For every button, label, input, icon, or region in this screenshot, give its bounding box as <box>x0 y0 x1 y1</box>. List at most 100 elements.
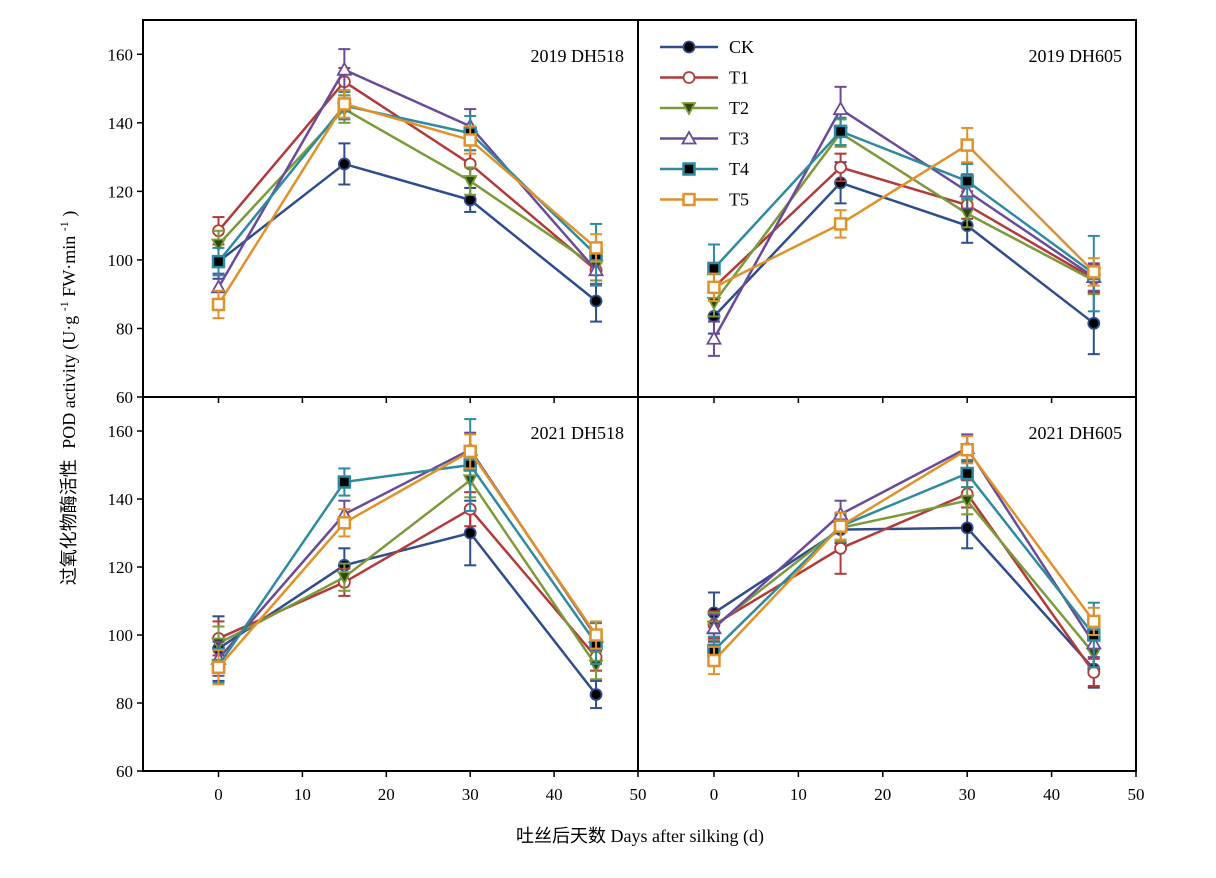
legend: CK T1 T2 T3 T4 T5 <box>660 37 754 210</box>
legend-label: T3 <box>729 129 749 149</box>
series-t1 <box>707 152 1101 303</box>
legend-label: T5 <box>729 190 749 210</box>
series-t1 <box>707 479 1101 687</box>
x-tick-label: 10 <box>790 785 807 804</box>
series-line <box>713 499 1095 655</box>
x-tick-label: 20 <box>874 785 891 804</box>
series-t3 <box>705 85 1102 357</box>
data-point <box>589 628 603 642</box>
y-tick-label: 120 <box>108 182 134 201</box>
series-t5 <box>707 435 1101 676</box>
legend-item-ck: CK <box>660 37 754 57</box>
data-point <box>337 475 352 489</box>
data-point <box>463 526 477 540</box>
series-t5 <box>707 126 1101 303</box>
panel-title: 2021 DH605 <box>1029 423 1123 443</box>
panel-2019-dh605: 2019 DH605 <box>705 46 1137 403</box>
x-tick-label: 0 <box>710 785 719 804</box>
y-axis-label-en: POD activity (U·g <box>59 316 80 449</box>
series-line <box>217 80 597 272</box>
data-point <box>1087 666 1101 679</box>
data-point <box>337 157 351 171</box>
series-line <box>713 448 1095 662</box>
data-point <box>1087 614 1101 629</box>
legend-item-t4: T4 <box>660 159 749 179</box>
y-axis-label-sup2: -1 <box>57 221 71 231</box>
data-point <box>834 541 847 555</box>
series-line <box>713 129 1095 275</box>
series-ck <box>212 499 603 710</box>
data-point <box>211 297 226 312</box>
legend-label: T2 <box>729 98 749 118</box>
data-point <box>589 294 603 308</box>
panel-2019-dh518: 60 80 100 120 140 160 2019 DH518 <box>108 45 639 407</box>
series-line <box>217 102 597 306</box>
data-point <box>833 217 848 231</box>
x-axis-label: 吐丝后天数 Days after silking (d) <box>516 826 764 847</box>
series-t1 <box>212 491 603 672</box>
series-line <box>713 446 1095 645</box>
data-point <box>707 261 721 276</box>
series-line <box>217 478 598 667</box>
y-tick-label: 140 <box>108 114 134 133</box>
data-point <box>959 494 975 509</box>
data-point <box>833 124 848 139</box>
y-tick-label: 120 <box>108 558 134 577</box>
x-tick-label: 30 <box>462 785 479 804</box>
legend-label: T4 <box>729 159 749 179</box>
legend-label: CK <box>729 37 754 57</box>
data-point <box>336 61 353 76</box>
legend-item-t3: T3 <box>660 129 749 149</box>
legend-item-t5: T5 <box>660 190 749 210</box>
legend-marker <box>682 71 696 84</box>
data-point <box>834 160 847 174</box>
data-point <box>589 688 603 701</box>
y-tick-label: 60 <box>116 762 133 781</box>
data-point <box>337 97 352 111</box>
data-point <box>832 100 849 116</box>
series-line <box>713 143 1095 289</box>
series-ck <box>707 161 1101 356</box>
series-line <box>217 162 597 303</box>
panel-title: 2019 DH518 <box>531 46 625 66</box>
data-point <box>463 193 477 207</box>
y-tick-label: 80 <box>116 319 133 338</box>
figure-frame <box>142 19 1137 772</box>
y-tick-label: 160 <box>108 422 134 441</box>
data-point <box>833 519 848 533</box>
data-point <box>210 238 227 253</box>
legend-marker <box>682 192 696 207</box>
data-point <box>707 653 721 668</box>
data-point <box>463 444 477 459</box>
y-tick-label: 140 <box>108 490 134 509</box>
data-point <box>1087 316 1101 330</box>
x-tick-label: 10 <box>294 785 311 804</box>
y-tick-label: 80 <box>116 694 133 713</box>
series-line <box>217 449 598 669</box>
series-line <box>713 181 1095 325</box>
y-axis-label-mid: FW·min <box>59 236 79 297</box>
data-point <box>960 138 974 152</box>
plot-border <box>142 19 1137 772</box>
legend-label: T1 <box>729 68 749 88</box>
y-tick-label: 100 <box>108 626 134 645</box>
legend-marker <box>681 102 697 116</box>
series-t1 <box>212 66 603 285</box>
series-t5 <box>211 433 603 686</box>
data-point <box>211 660 226 675</box>
x-tick-label: 50 <box>1128 785 1145 804</box>
data-point <box>589 241 603 255</box>
data-point <box>960 442 974 457</box>
panel-2021-dh518: 0 10 20 30 40 50 60 80 100 120 140 160 2021 DH518 <box>108 418 647 804</box>
data-point <box>960 174 974 188</box>
legend-marker <box>680 130 698 145</box>
x-tick-label: 0 <box>214 785 223 804</box>
y-axis-label-end: ) <box>59 211 80 217</box>
series-line <box>712 107 1095 340</box>
x-tick-label: 40 <box>546 785 563 804</box>
y-tick-label: 160 <box>108 45 134 64</box>
legend-item-t1: T1 <box>660 68 749 88</box>
series-t5 <box>211 89 603 320</box>
